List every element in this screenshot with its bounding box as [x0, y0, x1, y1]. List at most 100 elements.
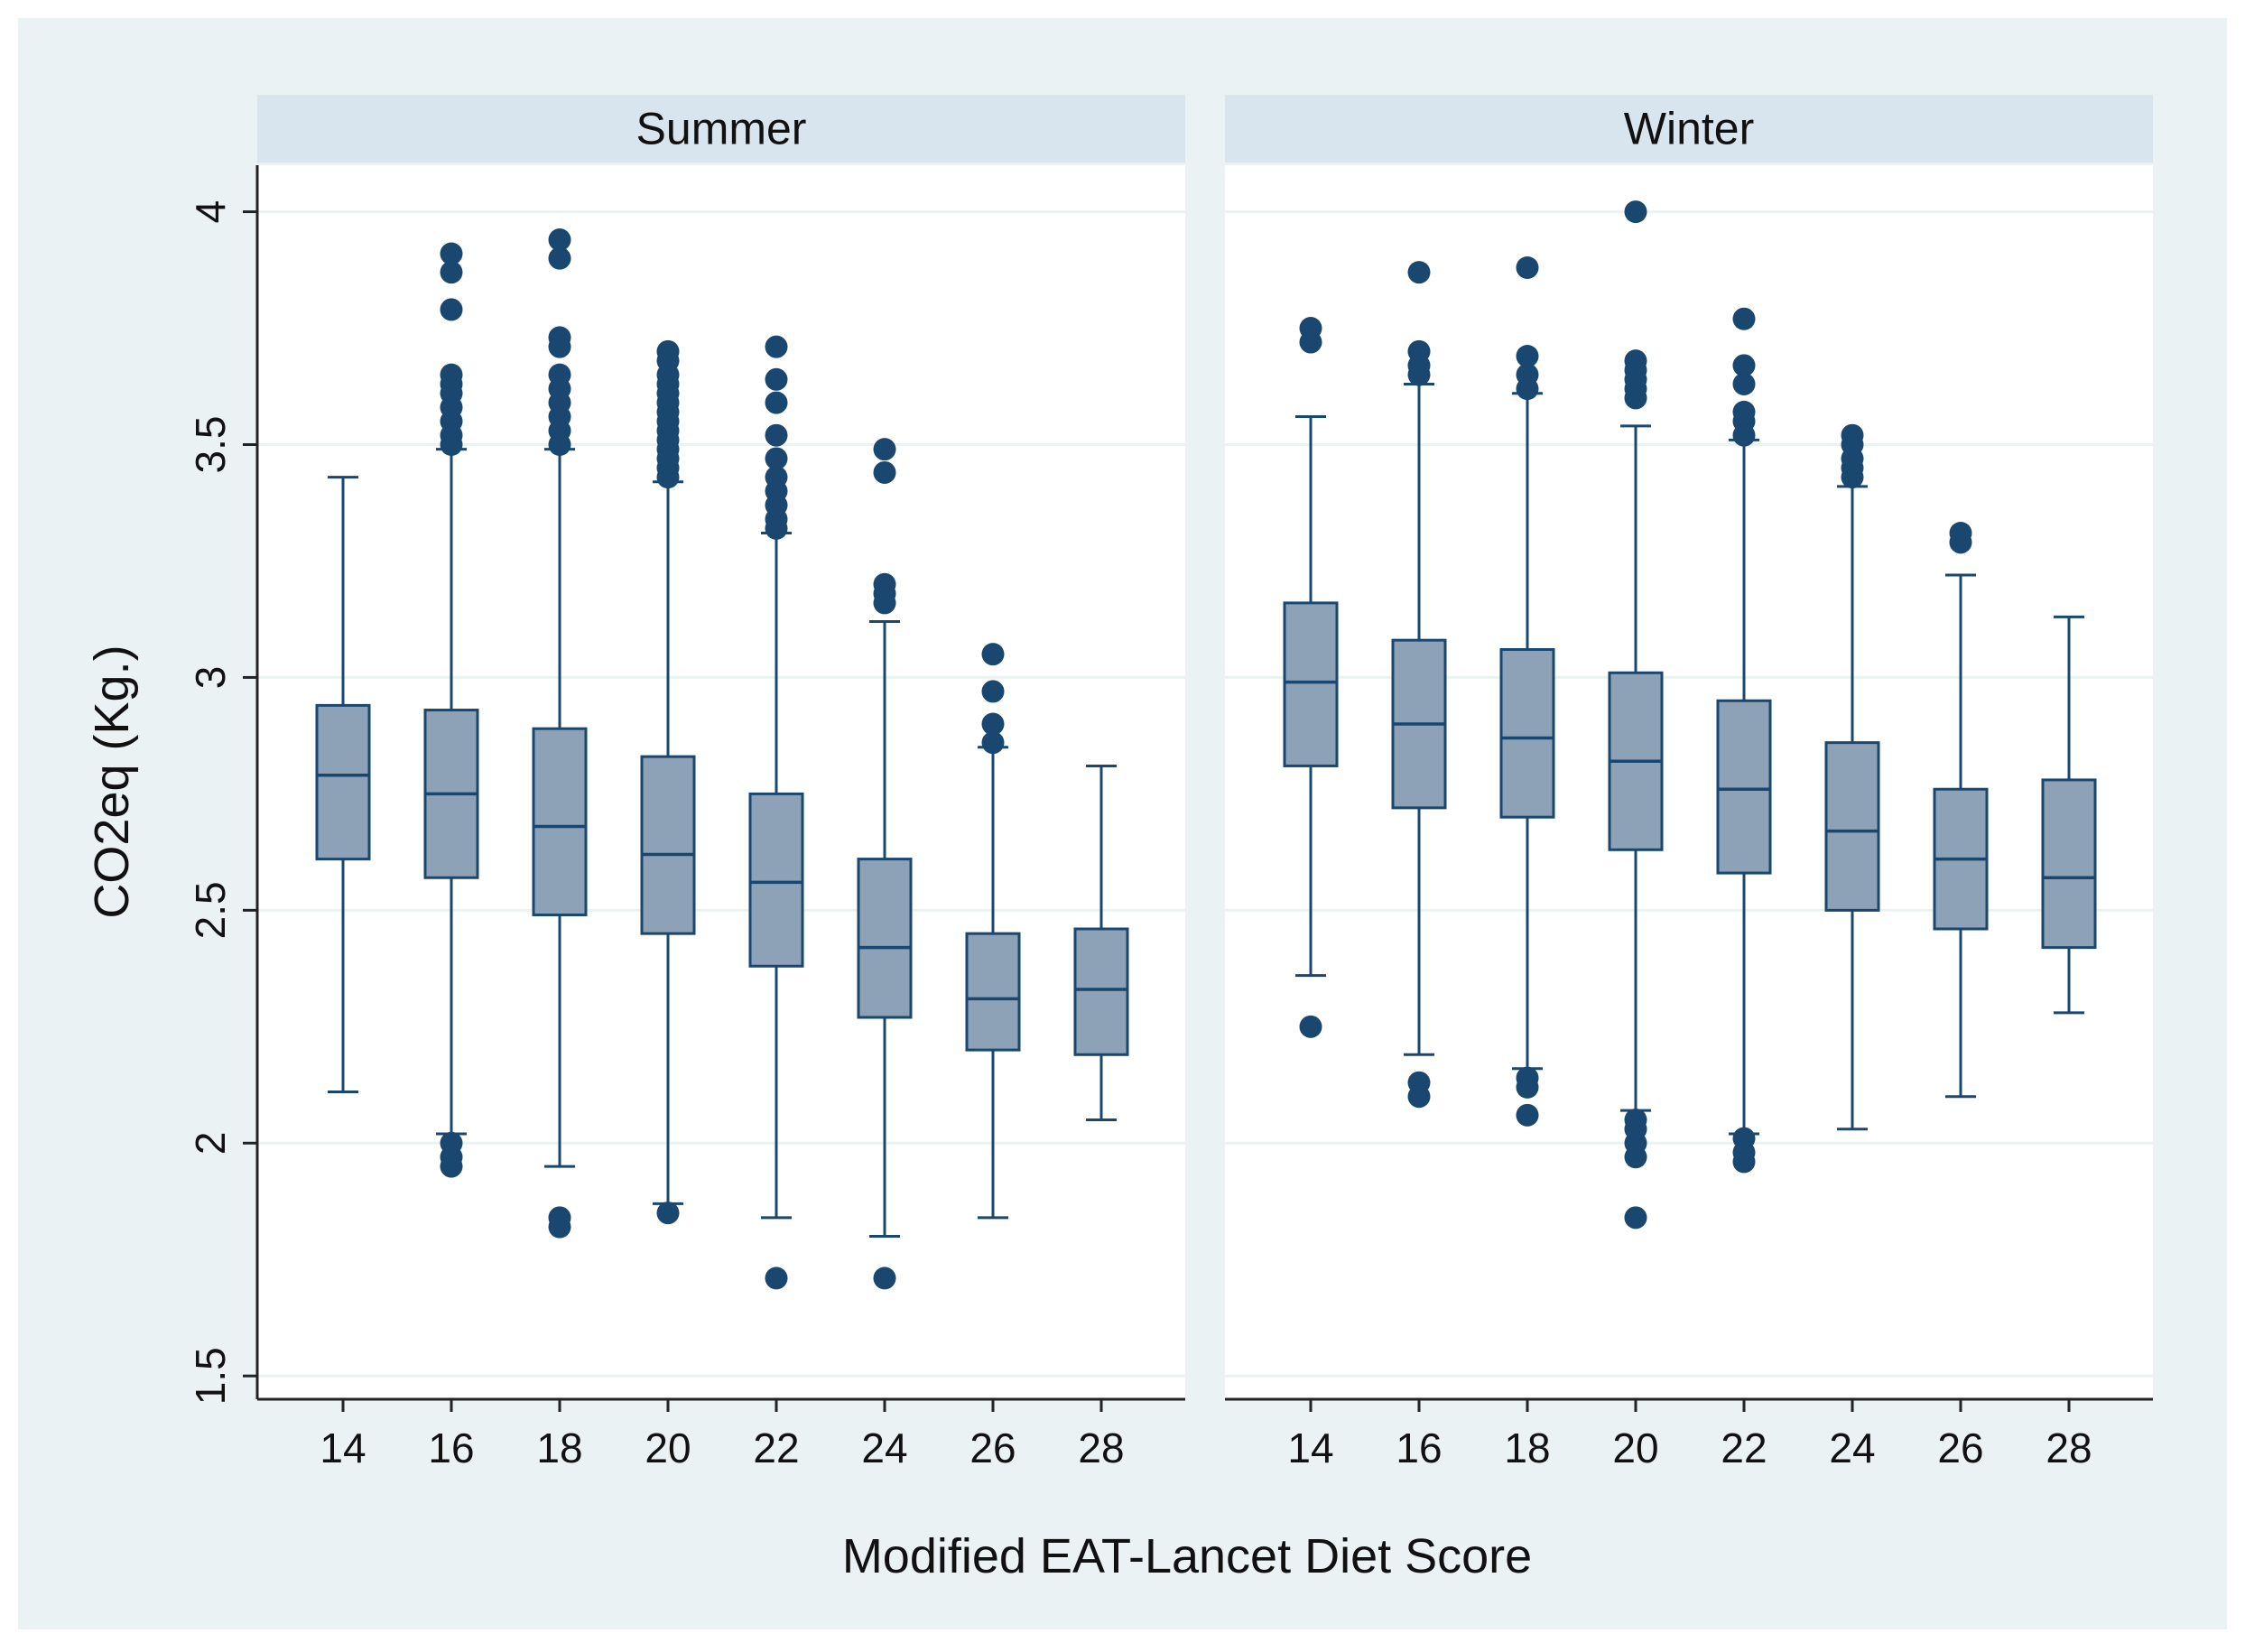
y-axis: 1.5 2 2.5 3 3.5 4 — [187, 165, 259, 1405]
outlier-point — [765, 391, 788, 414]
iqr-box — [748, 792, 804, 968]
outlier-point — [1407, 261, 1431, 284]
y-tick-label: 4 — [187, 200, 234, 224]
outlier-point — [548, 228, 571, 252]
y-tick-label: 3 — [187, 666, 234, 690]
outlier-point — [1516, 1066, 1539, 1090]
outlier-point — [1624, 1108, 1647, 1131]
box-summer-16 — [423, 242, 479, 1178]
x-tick-label: 22 — [753, 1425, 799, 1471]
outlier-point — [656, 1202, 680, 1225]
box-summer-20 — [640, 339, 696, 1225]
outlier-point — [1624, 200, 1647, 224]
box-winter-14 — [1283, 317, 1339, 1038]
box-winter-28 — [2041, 615, 2097, 1015]
x-tick-label: 14 — [1287, 1425, 1333, 1471]
iqr-box — [1499, 647, 1555, 819]
outlier-point — [1949, 522, 1972, 545]
outlier-point — [656, 339, 680, 363]
outlier-point — [765, 1267, 788, 1290]
x-tick-label: 16 — [1396, 1425, 1442, 1471]
box-winter-18 — [1499, 255, 1555, 1127]
iqr-box — [1283, 601, 1339, 767]
outlier-point — [548, 246, 571, 270]
outlier-point — [1732, 354, 1756, 377]
outlier-point — [548, 326, 571, 349]
outlier-point — [440, 261, 463, 284]
outlier-point — [1516, 363, 1539, 386]
panel-strip-label: Summer — [636, 104, 807, 154]
x-tick-label: 28 — [2046, 1425, 2092, 1471]
box-winter-26 — [1933, 522, 1989, 1099]
plot-area — [1225, 165, 2153, 1399]
outlier-point — [873, 1267, 896, 1290]
x-tick-label: 20 — [645, 1425, 691, 1471]
outlier-point — [873, 460, 896, 484]
outlier-point — [1732, 372, 1756, 395]
box-winter-22 — [1716, 307, 1772, 1174]
outlier-point — [1732, 400, 1756, 423]
outlier-point — [1407, 339, 1431, 363]
iqr-box — [965, 932, 1021, 1052]
box-winter-16 — [1391, 261, 1447, 1109]
y-tick-label: 2.5 — [187, 881, 234, 939]
x-tick-label: 24 — [861, 1425, 907, 1471]
outlier-point — [1516, 1103, 1539, 1127]
x-tick-label: 18 — [1504, 1425, 1550, 1471]
outlier-point — [981, 712, 1005, 736]
panel-strip-label: Winter — [1624, 104, 1754, 154]
iqr-box — [532, 727, 588, 917]
box-winter-24 — [1824, 423, 1880, 1131]
outlier-point — [873, 572, 896, 596]
outlier-point — [1407, 1071, 1431, 1094]
x-tick-label: 14 — [320, 1425, 366, 1471]
x-axis-title: Modified EAT-Lancet Diet Score — [842, 1529, 1532, 1583]
x-tick-label: 24 — [1829, 1425, 1875, 1471]
outlier-point — [1732, 1127, 1756, 1150]
box-summer-18 — [532, 228, 588, 1239]
box-summer-26 — [965, 643, 1021, 1220]
box-summer-14 — [315, 476, 371, 1094]
y-tick-label: 2 — [187, 1131, 234, 1155]
iqr-box — [315, 703, 371, 861]
iqr-box — [640, 755, 696, 935]
outlier-point — [981, 680, 1005, 703]
outlier-point — [1624, 1206, 1647, 1230]
iqr-box — [857, 858, 913, 1019]
x-tick-label: 26 — [969, 1425, 1016, 1471]
panel-strip — [1225, 95, 2153, 162]
outlier-point — [765, 423, 788, 447]
outlier-point — [440, 242, 463, 265]
x-tick-label: 18 — [536, 1425, 582, 1471]
box-summer-28 — [1073, 764, 1129, 1121]
iqr-box — [1073, 927, 1129, 1056]
x-tick-label: 20 — [1612, 1425, 1658, 1471]
y-tick-label: 1.5 — [187, 1347, 234, 1405]
outlier-point — [981, 731, 1005, 755]
outlier-point — [765, 367, 788, 391]
x-tick-label: 28 — [1078, 1425, 1124, 1471]
iqr-box — [2041, 778, 2097, 950]
outlier-point — [548, 363, 571, 386]
outlier-point — [1732, 307, 1756, 330]
outlier-point — [873, 438, 896, 461]
outlier-point — [440, 363, 463, 386]
plot-area — [257, 165, 1185, 1399]
panels-layer: Summer 14 16 18 20 22 24 26 28 Winter 14 16 18 20 22 24… — [257, 95, 2153, 1471]
panel-strip — [257, 95, 1185, 162]
x-tick-label: 26 — [1937, 1425, 1983, 1471]
outlier-point — [548, 1206, 571, 1230]
y-tick-label: 3.5 — [187, 416, 234, 474]
outlier-point — [765, 466, 788, 489]
outlier-point — [1624, 349, 1647, 373]
box-winter-20 — [1608, 200, 1664, 1230]
outlier-point — [981, 643, 1005, 666]
outlier-point — [440, 298, 463, 321]
iqr-box — [1824, 741, 1880, 912]
box-summer-22 — [748, 335, 804, 1290]
box-summer-24 — [857, 438, 913, 1290]
outlier-point — [1299, 1015, 1322, 1038]
outlier-point — [1516, 344, 1539, 367]
